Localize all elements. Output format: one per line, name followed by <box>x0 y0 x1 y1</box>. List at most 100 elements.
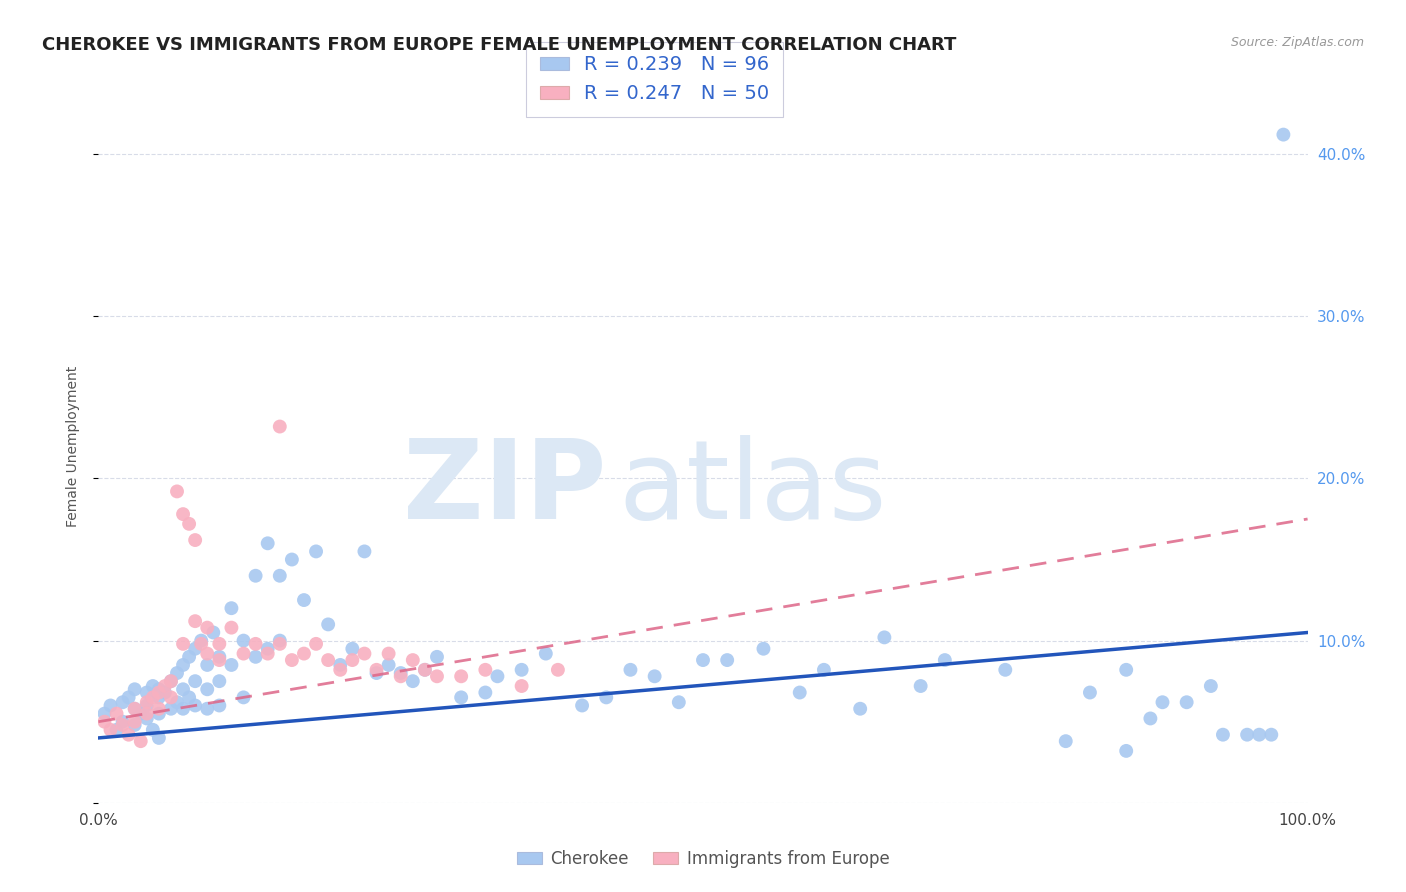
Point <box>316 653 339 667</box>
Point <box>316 617 339 632</box>
Text: CHEROKEE VS IMMIGRANTS FROM EUROPE FEMALE UNEMPLOYMENT CORRELATION CHART: CHEROKEE VS IMMIGRANTS FROM EUROPE FEMAL… <box>42 36 956 54</box>
Point <box>105 723 128 737</box>
Legend: Cherokee, Immigrants from Europe: Cherokee, Immigrants from Europe <box>510 844 896 875</box>
Point <box>256 536 278 550</box>
Point <box>245 649 267 664</box>
Point <box>160 690 183 705</box>
Point <box>232 690 254 705</box>
Point <box>716 653 738 667</box>
Point <box>160 674 183 689</box>
Point <box>148 685 170 699</box>
Point <box>166 695 188 709</box>
Point <box>148 706 170 721</box>
Point <box>232 633 254 648</box>
Point <box>1260 728 1282 742</box>
Point <box>118 728 141 742</box>
Point <box>1115 744 1137 758</box>
Point <box>994 663 1017 677</box>
Point <box>100 723 122 737</box>
Point <box>413 663 436 677</box>
Point <box>692 653 714 667</box>
Point <box>148 690 170 705</box>
Point <box>450 690 472 705</box>
Point <box>124 702 146 716</box>
Point <box>474 685 496 699</box>
Point <box>135 711 157 725</box>
Point <box>221 601 243 615</box>
Point <box>510 663 533 677</box>
Point <box>129 734 152 748</box>
Point <box>329 663 352 677</box>
Point <box>292 593 315 607</box>
Point <box>571 698 593 713</box>
Point <box>208 698 231 713</box>
Point <box>474 663 496 677</box>
Y-axis label: Female Unemployment: Female Unemployment <box>66 366 80 526</box>
Point <box>1054 734 1077 748</box>
Point <box>789 685 811 699</box>
Point <box>124 702 146 716</box>
Point <box>129 706 152 721</box>
Point <box>366 663 388 677</box>
Point <box>184 533 207 547</box>
Point <box>910 679 932 693</box>
Point <box>172 702 194 716</box>
Point <box>118 690 141 705</box>
Point <box>510 679 533 693</box>
Point <box>135 685 157 699</box>
Point <box>172 637 194 651</box>
Point <box>195 702 218 716</box>
Point <box>426 649 449 664</box>
Point <box>184 674 207 689</box>
Point <box>668 695 690 709</box>
Legend: R = 0.239   N = 96, R = 0.247   N = 50: R = 0.239 N = 96, R = 0.247 N = 50 <box>526 42 783 117</box>
Point <box>1212 728 1234 742</box>
Text: atlas: atlas <box>619 435 887 542</box>
Point <box>93 714 115 729</box>
Point <box>450 669 472 683</box>
Point <box>402 653 425 667</box>
Point <box>426 669 449 683</box>
Point <box>208 637 231 651</box>
Point <box>179 516 201 531</box>
Point <box>142 723 165 737</box>
Point <box>1236 728 1258 742</box>
Point <box>190 637 212 651</box>
Point <box>184 641 207 656</box>
Point <box>1115 663 1137 677</box>
Point <box>245 637 267 651</box>
Point <box>486 669 509 683</box>
Point <box>195 621 218 635</box>
Point <box>305 544 328 558</box>
Text: ZIP: ZIP <box>404 435 606 542</box>
Point <box>111 695 134 709</box>
Point <box>281 552 304 566</box>
Point <box>595 690 617 705</box>
Point <box>124 714 146 729</box>
Point <box>934 653 956 667</box>
Point <box>148 682 170 697</box>
Point <box>142 690 165 705</box>
Point <box>148 702 170 716</box>
Point <box>329 657 352 672</box>
Point <box>269 568 291 582</box>
Point <box>166 666 188 681</box>
Point <box>202 625 225 640</box>
Point <box>105 706 128 721</box>
Point <box>184 698 207 713</box>
Point <box>281 653 304 667</box>
Point <box>124 682 146 697</box>
Point <box>269 419 291 434</box>
Point <box>111 718 134 732</box>
Point <box>342 653 364 667</box>
Point <box>232 647 254 661</box>
Point <box>547 663 569 677</box>
Point <box>534 647 557 661</box>
Point <box>93 706 115 721</box>
Point <box>208 653 231 667</box>
Point <box>1272 128 1295 142</box>
Point <box>269 637 291 651</box>
Point <box>1249 728 1271 742</box>
Point <box>179 649 201 664</box>
Point <box>195 647 218 661</box>
